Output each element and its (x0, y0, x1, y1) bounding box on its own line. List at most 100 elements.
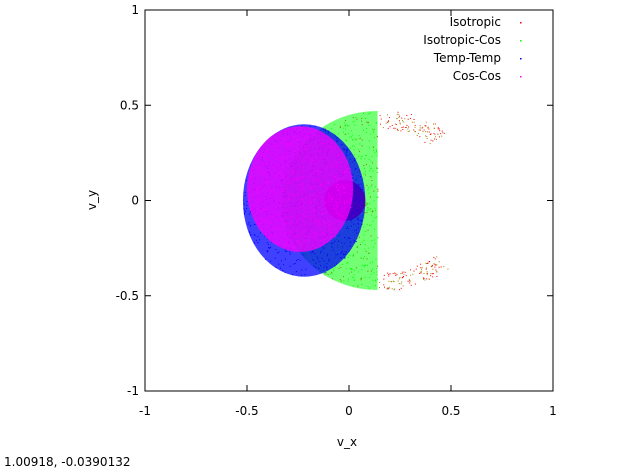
data-point (391, 281, 393, 283)
data-point (383, 278, 385, 280)
data-point (404, 271, 406, 273)
data-point (289, 223, 291, 225)
data-point (431, 264, 433, 266)
data-point (348, 171, 350, 173)
data-point (320, 245, 322, 247)
data-point (437, 127, 439, 129)
data-point (412, 273, 414, 275)
data-point (320, 209, 322, 211)
data-point (345, 152, 347, 154)
data-point (321, 196, 323, 198)
data-point (429, 261, 431, 263)
data-point (305, 145, 307, 147)
data-point (309, 201, 311, 203)
data-point (307, 240, 309, 242)
data-point (275, 170, 277, 172)
data-point (430, 273, 432, 275)
data-point (318, 170, 320, 172)
data-point (323, 266, 325, 268)
data-point (346, 139, 348, 141)
data-point (308, 202, 310, 204)
data-point (322, 246, 324, 248)
data-point (376, 197, 378, 199)
data-point (324, 206, 326, 208)
data-point (260, 222, 262, 224)
data-point (405, 126, 407, 128)
data-point (343, 122, 345, 124)
data-point (257, 186, 259, 188)
data-point (352, 121, 354, 123)
data-point (364, 256, 366, 258)
data-point (268, 187, 270, 189)
data-point (288, 194, 290, 196)
data-point (400, 130, 402, 132)
data-point (356, 118, 358, 120)
data-point (287, 144, 289, 146)
data-point (331, 271, 333, 273)
data-point (288, 232, 290, 234)
data-point (363, 234, 365, 236)
data-point (349, 153, 351, 155)
data-point (303, 136, 305, 138)
data-point (291, 179, 293, 181)
data-point (323, 190, 325, 192)
data-point (367, 209, 369, 211)
data-point (285, 217, 287, 219)
data-point (264, 208, 266, 210)
data-point (361, 241, 363, 243)
data-point (365, 163, 367, 165)
data-point (359, 137, 361, 139)
data-point (302, 232, 304, 234)
data-point (355, 139, 357, 141)
data-point (347, 149, 349, 151)
data-point (358, 138, 360, 140)
data-point (361, 223, 363, 225)
data-points (242, 110, 449, 291)
data-point (376, 271, 378, 273)
data-point (268, 222, 270, 224)
data-point (285, 242, 287, 244)
data-point (349, 245, 351, 247)
data-point (349, 158, 351, 160)
data-point (344, 237, 346, 239)
data-point (365, 250, 367, 252)
data-point (349, 254, 351, 256)
data-point (302, 254, 304, 256)
data-point (315, 165, 317, 167)
data-point (302, 143, 304, 145)
data-point (314, 220, 316, 222)
data-point (372, 211, 374, 213)
data-point (401, 277, 403, 279)
data-point (264, 235, 266, 237)
data-point (338, 267, 340, 269)
data-point (424, 279, 426, 281)
data-point (278, 214, 280, 216)
data-point (315, 247, 317, 249)
data-point (250, 234, 252, 236)
data-point (369, 168, 371, 170)
data-point (370, 160, 372, 162)
data-point (257, 167, 259, 169)
data-point (369, 170, 371, 172)
data-point (275, 229, 277, 231)
data-point (348, 133, 350, 135)
data-point (359, 176, 361, 178)
data-point (281, 155, 283, 157)
data-point (372, 147, 374, 149)
data-point (331, 149, 333, 151)
data-point (323, 238, 325, 240)
data-point (354, 138, 356, 140)
data-point (356, 246, 358, 248)
data-point (262, 172, 264, 174)
data-point (356, 251, 358, 253)
data-point (406, 124, 408, 126)
data-point (420, 267, 422, 269)
data-point (265, 171, 267, 173)
data-point (256, 189, 258, 191)
data-point (300, 151, 302, 153)
data-point (324, 222, 326, 224)
data-point (287, 135, 289, 137)
data-point (287, 177, 289, 179)
data-point (299, 184, 301, 186)
data-point (335, 227, 337, 229)
